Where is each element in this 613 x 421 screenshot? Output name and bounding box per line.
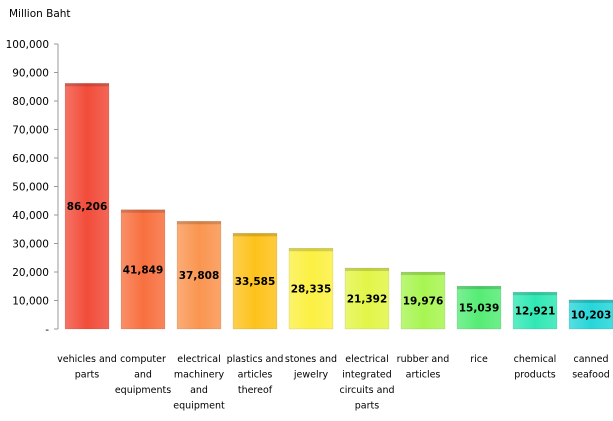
x-category-label: electrical integrated circuits and parts	[339, 354, 394, 412]
x-category-label: rubber and articles	[397, 354, 450, 381]
bar-value-label: 21,392	[347, 294, 388, 306]
x-category-label: rice	[470, 354, 488, 365]
bar	[120, 209, 166, 330]
bar-value-label: 19,976	[403, 296, 444, 308]
y-tick-label: 10,000	[12, 296, 49, 308]
y-tick-label: 100,000	[6, 39, 49, 51]
bar-top-shade	[345, 268, 389, 272]
bar	[288, 247, 334, 330]
x-category-label: stones and jewelry	[285, 354, 337, 381]
bar-value-label: 37,808	[179, 270, 220, 282]
bar	[512, 291, 558, 330]
y-tick-label: -	[45, 324, 49, 336]
bar	[568, 299, 613, 330]
bar-top-shade	[65, 83, 109, 87]
bar	[176, 220, 222, 330]
x-category-label: plastics and articles thereof	[227, 354, 284, 396]
x-category-label: chemical products	[514, 354, 557, 381]
bar	[232, 232, 278, 330]
bar-top-shade	[401, 272, 445, 276]
y-axis-label: Million Baht	[9, 8, 71, 20]
x-category-label: vehicles and parts	[57, 354, 117, 381]
x-category-label: canned seafood	[572, 354, 610, 381]
x-category-label: electrical machinery and equipment	[173, 354, 225, 412]
y-tick-label: 80,000	[12, 96, 49, 108]
bar	[344, 267, 390, 330]
bar-top-shade	[289, 248, 333, 252]
bars	[64, 83, 613, 330]
bar-value-label: 15,039	[459, 303, 500, 315]
bar	[64, 83, 110, 330]
y-tick-label: 30,000	[12, 239, 49, 251]
data-labels: 86,206 41,849 37,808 33,585 28,335 21,392 19,9…	[67, 201, 612, 321]
bar-value-label: 41,849	[123, 264, 164, 276]
bar-top-shade	[121, 209, 165, 213]
bar-top-shade	[513, 292, 557, 296]
bar-value-label: 86,206	[67, 201, 108, 213]
bar-value-label: 28,335	[291, 284, 332, 296]
bar	[456, 285, 502, 330]
bar-top-shade	[569, 299, 613, 303]
y-tick-label: 90,000	[12, 68, 49, 80]
y-tick-label: 40,000	[12, 210, 49, 222]
bar-top-shade	[457, 286, 501, 290]
bar-top-shade	[233, 233, 277, 237]
y-tick-label: 20,000	[12, 267, 49, 279]
y-tick-label: 70,000	[12, 125, 49, 137]
bar	[400, 271, 446, 330]
bar-value-label: 33,585	[235, 276, 276, 288]
bar-value-label: 12,921	[515, 306, 556, 318]
x-category-label: computer and equipments	[115, 354, 171, 396]
y-tick-label: 60,000	[12, 153, 49, 165]
y-axis-ticks: - 10,000 20,000 30,000 40,000 50,000 60,000 70,…	[6, 39, 58, 336]
y-tick-label: 50,000	[12, 182, 49, 194]
bar-value-label: 10,203	[571, 309, 612, 321]
bar-top-shade	[177, 221, 221, 225]
